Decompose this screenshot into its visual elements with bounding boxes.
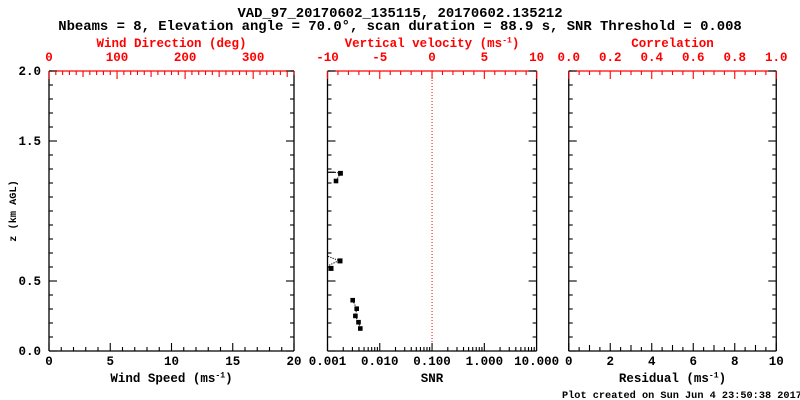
svg-text:4: 4	[648, 355, 656, 369]
svg-text:10: 10	[164, 355, 179, 369]
svg-text:0.6: 0.6	[682, 51, 705, 65]
svg-text:1.5: 1.5	[18, 135, 41, 149]
svg-text:0: 0	[428, 51, 436, 65]
svg-text:0.001: 0.001	[309, 355, 347, 369]
svg-text:5: 5	[481, 51, 489, 65]
svg-text:Wind Speed (ms-1): Wind Speed (ms-1)	[110, 371, 232, 386]
svg-text:Vertical velocity (ms-1): Vertical velocity (ms-1)	[345, 36, 520, 51]
svg-text:SNR: SNR	[421, 372, 444, 386]
svg-text:0.4: 0.4	[640, 51, 663, 65]
svg-text:0.2: 0.2	[599, 51, 622, 65]
svg-text:0.0: 0.0	[18, 345, 41, 359]
svg-text:0: 0	[565, 355, 573, 369]
svg-text:0: 0	[45, 51, 53, 65]
svg-text:Plot created on Sun Jun 4 23:: Plot created on Sun Jun 4 23:50:38 2017	[562, 390, 800, 400]
svg-text:10: 10	[769, 355, 784, 369]
svg-text:0: 0	[45, 355, 53, 369]
svg-text:Correlation: Correlation	[631, 37, 714, 51]
svg-text:0.8: 0.8	[723, 51, 746, 65]
svg-text:15: 15	[225, 355, 240, 369]
svg-text:200: 200	[174, 51, 197, 65]
svg-text:-10: -10	[316, 51, 339, 65]
svg-text:z (km AGL): z (km AGL)	[8, 180, 20, 242]
svg-text:5: 5	[106, 355, 114, 369]
svg-text:10: 10	[529, 51, 544, 65]
svg-text:Wind Direction (deg): Wind Direction (deg)	[96, 37, 246, 51]
svg-text:2.0: 2.0	[18, 65, 41, 79]
svg-text:10.000: 10.000	[514, 355, 559, 369]
svg-text:0.100: 0.100	[413, 355, 451, 369]
svg-text:0.010: 0.010	[361, 355, 399, 369]
svg-text:2: 2	[606, 355, 614, 369]
svg-text:1.0: 1.0	[765, 51, 788, 65]
svg-text:20: 20	[286, 355, 301, 369]
svg-text:-5: -5	[372, 51, 387, 65]
svg-text:100: 100	[106, 51, 129, 65]
svg-text:300: 300	[242, 51, 265, 65]
svg-text:0.0: 0.0	[557, 51, 580, 65]
svg-text:6: 6	[689, 355, 697, 369]
svg-text:0.5: 0.5	[18, 275, 41, 289]
svg-text:1.000: 1.000	[466, 355, 504, 369]
svg-text:Nbeams = 8, Elevation angle =: Nbeams = 8, Elevation angle = 70.0°, sca…	[58, 19, 742, 35]
svg-text:8: 8	[731, 355, 739, 369]
